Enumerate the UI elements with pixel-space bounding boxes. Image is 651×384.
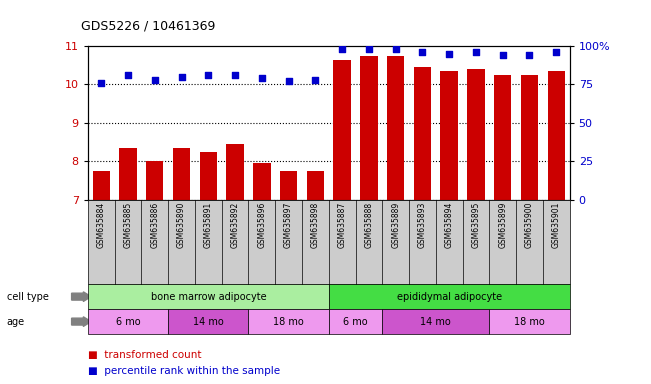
Text: GSM635890: GSM635890 [177,202,186,248]
Text: GSM635889: GSM635889 [391,202,400,248]
Bar [414,67,431,200]
Point [230,72,240,78]
Text: ■  transformed count: ■ transformed count [88,350,201,360]
Text: GSM635892: GSM635892 [230,202,240,248]
Point [524,52,534,58]
Text: GSM635886: GSM635886 [150,202,159,248]
Point [256,75,267,81]
Text: cell type: cell type [7,291,48,302]
Text: GSM635887: GSM635887 [338,202,346,248]
Bar [547,71,565,200]
Text: GSM635900: GSM635900 [525,202,534,248]
Point [310,77,320,83]
Text: GSM635896: GSM635896 [257,202,266,248]
Text: 18 mo: 18 mo [273,316,304,327]
Point [471,49,481,55]
Bar [387,56,404,200]
Text: 6 mo: 6 mo [116,316,141,327]
Point [203,72,214,78]
Bar [119,148,137,200]
Bar [360,56,378,200]
Point [337,46,348,52]
Bar [92,171,110,200]
Point [283,78,294,84]
Point [176,74,187,80]
Point [551,49,561,55]
Text: GSM635885: GSM635885 [124,202,133,248]
Text: 14 mo: 14 mo [421,316,451,327]
Text: GSM635898: GSM635898 [311,202,320,248]
Bar [173,148,190,200]
Text: 18 mo: 18 mo [514,316,545,327]
Bar [280,171,298,200]
Text: ■  percentile rank within the sample: ■ percentile rank within the sample [88,366,280,376]
Text: GSM635894: GSM635894 [445,202,454,248]
Text: 6 mo: 6 mo [343,316,368,327]
Bar [467,69,484,200]
Text: GSM635895: GSM635895 [471,202,480,248]
Point [497,52,508,58]
Text: 14 mo: 14 mo [193,316,224,327]
Bar [521,75,538,200]
Text: GSM635888: GSM635888 [365,202,374,248]
Point [123,72,133,78]
Bar [307,171,324,200]
Bar [253,163,271,200]
Bar [333,60,351,200]
Point [150,77,160,83]
Bar [146,161,163,200]
Bar [200,152,217,200]
Text: GSM635891: GSM635891 [204,202,213,248]
Point [364,46,374,52]
Point [417,49,428,55]
Text: GDS5226 / 10461369: GDS5226 / 10461369 [81,19,215,32]
Text: age: age [7,316,25,327]
Point [391,46,401,52]
Point [96,80,107,86]
Bar [227,144,243,200]
Text: GSM635897: GSM635897 [284,202,293,248]
Text: GSM635901: GSM635901 [552,202,561,248]
Text: bone marrow adipocyte: bone marrow adipocyte [150,291,266,302]
Text: epididymal adipocyte: epididymal adipocyte [396,291,502,302]
Bar [494,75,512,200]
Text: GSM635899: GSM635899 [498,202,507,248]
Text: GSM635893: GSM635893 [418,202,427,248]
Bar [441,71,458,200]
Point [444,51,454,57]
Text: GSM635884: GSM635884 [97,202,105,248]
